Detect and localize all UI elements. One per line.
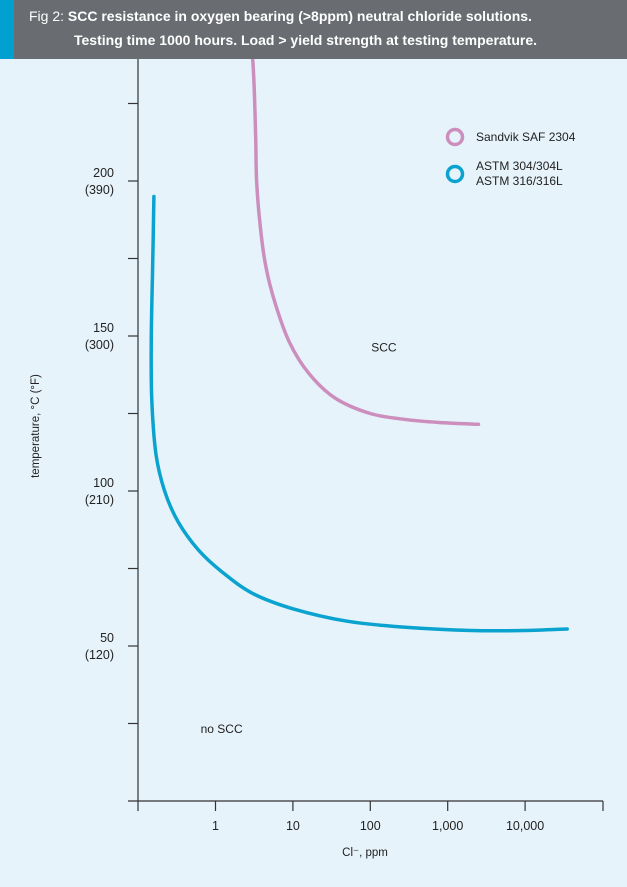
x-tick-label-1,000: 1,000: [432, 819, 463, 833]
no-scc-region-label: no SCC: [201, 722, 243, 736]
annotation-layer: SCC no SCC: [201, 341, 397, 736]
axes: 50(120)100(210)150(300)200(390)250(480)1…: [85, 59, 604, 833]
x-tick-label-100: 100: [360, 819, 381, 833]
caption-line-2: Testing time 1000 hours. Load > yield st…: [74, 32, 538, 48]
y-tick-label-c-100: 100: [93, 476, 114, 490]
y-tick-label-c-50: 50: [100, 631, 114, 645]
y-axis-label: temperature, °C (°F): [30, 374, 42, 478]
series-layer: [149, 59, 569, 633]
x-tick-label-10,000: 10,000: [506, 819, 544, 833]
astm-curve: [149, 194, 569, 633]
legend-marker-astm: [445, 164, 465, 184]
y-tick-label-f-100: (210): [85, 493, 114, 507]
x-axis-label: Cl⁻, ppm: [342, 847, 388, 859]
chart: temperature, °C (°F) Cl⁻, ppm 50 (120) 100…: [30, 59, 604, 859]
caption-accent-stripe: [0, 0, 14, 59]
scc-region-label: SCC: [371, 341, 397, 355]
y-tick-label-c-150: 150: [93, 321, 114, 335]
caption-line-1: Fig 2: SCC resistance in oxygen bearing …: [29, 8, 532, 24]
y-tick-label-c-200: 200: [93, 166, 114, 180]
legend-label-astm-2: ASTM 316/316L: [476, 174, 563, 188]
y-tick-label-f-50: (120): [85, 648, 114, 662]
x-tick-label-10: 10: [286, 819, 300, 833]
legend-marker-saf2304: [445, 127, 465, 147]
plot-panel: temperature, °C (°F) Cl⁻, ppm 50 (120) 100…: [0, 59, 627, 887]
y-tick-label-f-150: (300): [85, 338, 114, 352]
figure-caption-bar: Fig 2: SCC resistance in oxygen bearing …: [0, 0, 627, 59]
legend-label-saf2304: Sandvik SAF 2304: [476, 130, 576, 144]
x-tick-label-1: 1: [212, 819, 219, 833]
legend-label-astm-1: ASTM 304/304L: [476, 159, 563, 173]
caption-title: SCC resistance in oxygen bearing (>8ppm)…: [67, 8, 532, 24]
saf2304-curve: [250, 59, 481, 427]
figure-label: Fig 2:: [29, 8, 65, 24]
y-tick-label-f-200: (390): [85, 183, 114, 197]
